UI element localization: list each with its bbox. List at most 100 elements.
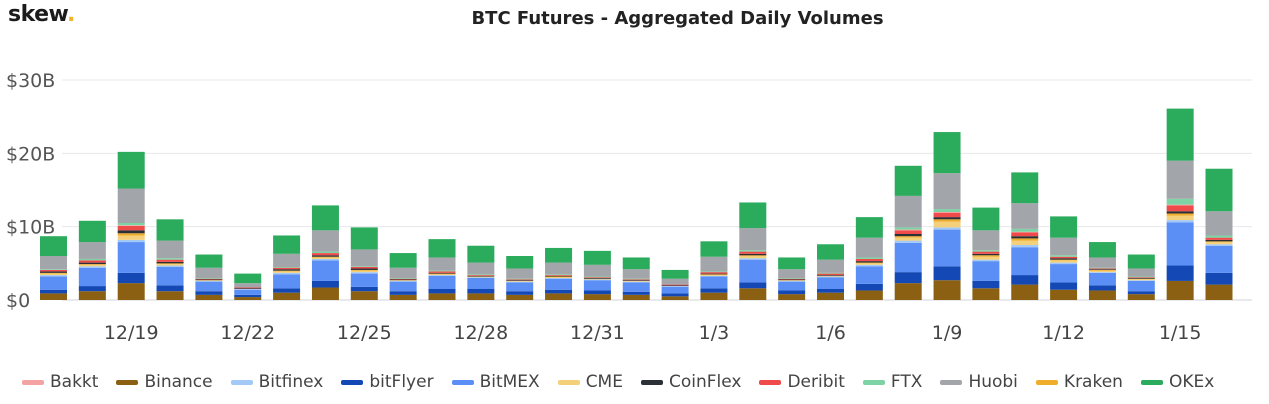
bar-segment-huobi[interactable] bbox=[195, 267, 223, 278]
bar-segment-deribit[interactable] bbox=[894, 230, 922, 234]
bar-segment-coinflex[interactable] bbox=[506, 280, 534, 281]
bar-segment-okex[interactable] bbox=[1127, 254, 1155, 269]
bar-segment-ftx[interactable] bbox=[583, 276, 611, 278]
bar-segment-deribit[interactable] bbox=[389, 278, 417, 280]
bar-segment-bitflyer[interactable] bbox=[1050, 282, 1078, 290]
legend-item-okex[interactable]: OKEx bbox=[1140, 372, 1214, 392]
bar-segment-deribit[interactable] bbox=[933, 212, 961, 218]
bar-segment-bitflyer[interactable] bbox=[78, 286, 106, 292]
bar-segment-coinflex[interactable] bbox=[778, 279, 806, 281]
bar-segment-binance[interactable] bbox=[661, 296, 689, 300]
bar-segment-bitfinex[interactable] bbox=[1050, 262, 1078, 265]
bar-segment-bitmex[interactable] bbox=[1166, 222, 1194, 266]
bar-segment-bitfinex[interactable] bbox=[817, 276, 844, 278]
bar-segment-bakkt[interactable] bbox=[1011, 231, 1039, 233]
bar-segment-bitmex[interactable] bbox=[545, 278, 573, 290]
bar-segment-huobi[interactable] bbox=[428, 257, 456, 271]
bar-segment-huobi[interactable] bbox=[1088, 257, 1116, 268]
bar-segment-bitmex[interactable] bbox=[855, 266, 883, 284]
bar-segment-ftx[interactable] bbox=[1127, 276, 1155, 278]
bar-segment-huobi[interactable] bbox=[506, 268, 534, 279]
bar-segment-huobi[interactable] bbox=[817, 259, 844, 273]
bar-segment-deribit[interactable] bbox=[350, 267, 378, 269]
bar-segment-bitmex[interactable] bbox=[117, 242, 145, 273]
bar-segment-cme[interactable] bbox=[506, 280, 534, 282]
bar-segment-kraken[interactable] bbox=[1050, 259, 1078, 261]
bar-segment-okex[interactable] bbox=[1205, 168, 1233, 212]
bar-segment-ftx[interactable] bbox=[40, 269, 67, 270]
bar-segment-bitflyer[interactable] bbox=[428, 289, 456, 294]
bar-segment-deribit[interactable] bbox=[1088, 268, 1116, 270]
bar-segment-bitflyer[interactable] bbox=[545, 289, 573, 294]
bar-segment-coinflex[interactable] bbox=[195, 279, 223, 281]
bar-segment-deribit[interactable] bbox=[622, 279, 650, 281]
bar-segment-okex[interactable] bbox=[855, 217, 883, 238]
bar-segment-bitfinex[interactable] bbox=[855, 264, 883, 267]
bar-segment-bakkt[interactable] bbox=[894, 229, 922, 231]
bar-segment-coinflex[interactable] bbox=[1050, 258, 1078, 260]
bar-segment-cme[interactable] bbox=[855, 263, 883, 265]
legend-item-kraken[interactable]: Kraken bbox=[1035, 372, 1123, 392]
bar-segment-bitmex[interactable] bbox=[1127, 280, 1155, 292]
bar-segment-bitfinex[interactable] bbox=[1205, 244, 1233, 246]
bar-segment-coinflex[interactable] bbox=[234, 288, 262, 289]
bar-segment-ftx[interactable] bbox=[894, 227, 922, 230]
bar-segment-kraken[interactable] bbox=[972, 255, 1000, 257]
bar-segment-okex[interactable] bbox=[1011, 172, 1039, 204]
bar-segment-ftx[interactable] bbox=[1205, 235, 1233, 238]
bar-segment-bitfinex[interactable] bbox=[428, 275, 456, 276]
bar-segment-bitmex[interactable] bbox=[506, 282, 534, 292]
bar-segment-deribit[interactable] bbox=[467, 275, 495, 276]
bar-segment-deribit[interactable] bbox=[311, 253, 339, 256]
bar-segment-bitflyer[interactable] bbox=[778, 290, 806, 295]
bar-segment-binance[interactable] bbox=[1050, 289, 1078, 300]
bar-segment-bitflyer[interactable] bbox=[1205, 272, 1233, 285]
bar-segment-bakkt[interactable] bbox=[117, 225, 145, 226]
bar-segment-huobi[interactable] bbox=[234, 283, 262, 288]
bar-segment-binance[interactable] bbox=[195, 294, 223, 300]
bar-segment-bitflyer[interactable] bbox=[700, 288, 728, 293]
bar-segment-huobi[interactable] bbox=[273, 253, 301, 267]
bar-segment-kraken[interactable] bbox=[428, 273, 456, 275]
legend-item-bitmex[interactable]: BitMEX bbox=[451, 372, 540, 392]
bar-segment-coinflex[interactable] bbox=[350, 268, 378, 270]
bar-segment-cme[interactable] bbox=[273, 271, 301, 273]
bar-segment-okex[interactable] bbox=[583, 250, 611, 265]
bar-segment-coinflex[interactable] bbox=[1166, 211, 1194, 214]
bar-segment-okex[interactable] bbox=[156, 219, 184, 241]
bar-segment-bitmex[interactable] bbox=[311, 260, 339, 281]
bar-segment-bitmex[interactable] bbox=[350, 273, 378, 287]
bar-segment-bitflyer[interactable] bbox=[389, 291, 417, 295]
bar-segment-binance[interactable] bbox=[622, 294, 650, 300]
bar-segment-deribit[interactable] bbox=[972, 251, 1000, 254]
bar-segment-binance[interactable] bbox=[311, 287, 339, 300]
bar-segment-huobi[interactable] bbox=[739, 228, 767, 251]
bar-segment-bitfinex[interactable] bbox=[1011, 245, 1039, 248]
bar-segment-binance[interactable] bbox=[1011, 284, 1039, 300]
bar-segment-kraken[interactable] bbox=[78, 264, 106, 265]
bar-segment-huobi[interactable] bbox=[1127, 268, 1155, 277]
bar-segment-ftx[interactable] bbox=[273, 267, 301, 268]
bar-segment-deribit[interactable] bbox=[1050, 256, 1078, 259]
bar-segment-ftx[interactable] bbox=[739, 250, 767, 252]
bar-segment-kraken[interactable] bbox=[273, 270, 301, 272]
bar-segment-deribit[interactable] bbox=[1166, 205, 1194, 212]
bar-segment-binance[interactable] bbox=[40, 293, 67, 300]
bar-segment-bitmex[interactable] bbox=[273, 274, 301, 289]
bar-segment-huobi[interactable] bbox=[622, 269, 650, 279]
bar-segment-cme[interactable] bbox=[156, 264, 184, 266]
bar-segment-bitfinex[interactable] bbox=[389, 280, 417, 282]
bar-segment-binance[interactable] bbox=[700, 292, 728, 300]
bar-segment-bitfinex[interactable] bbox=[117, 239, 145, 243]
bar-segment-cme[interactable] bbox=[117, 235, 145, 240]
bar-segment-coinflex[interactable] bbox=[933, 217, 961, 220]
bar-segment-okex[interactable] bbox=[778, 257, 806, 270]
bar-segment-okex[interactable] bbox=[273, 235, 301, 254]
bar-segment-okex[interactable] bbox=[1050, 216, 1078, 238]
bar-segment-coinflex[interactable] bbox=[389, 279, 417, 281]
bar-segment-cme[interactable] bbox=[1166, 215, 1194, 221]
bar-segment-bitfinex[interactable] bbox=[311, 258, 339, 261]
bar-segment-bitfinex[interactable] bbox=[506, 281, 534, 283]
bar-segment-ftx[interactable] bbox=[389, 278, 417, 279]
bar-segment-binance[interactable] bbox=[117, 283, 145, 300]
